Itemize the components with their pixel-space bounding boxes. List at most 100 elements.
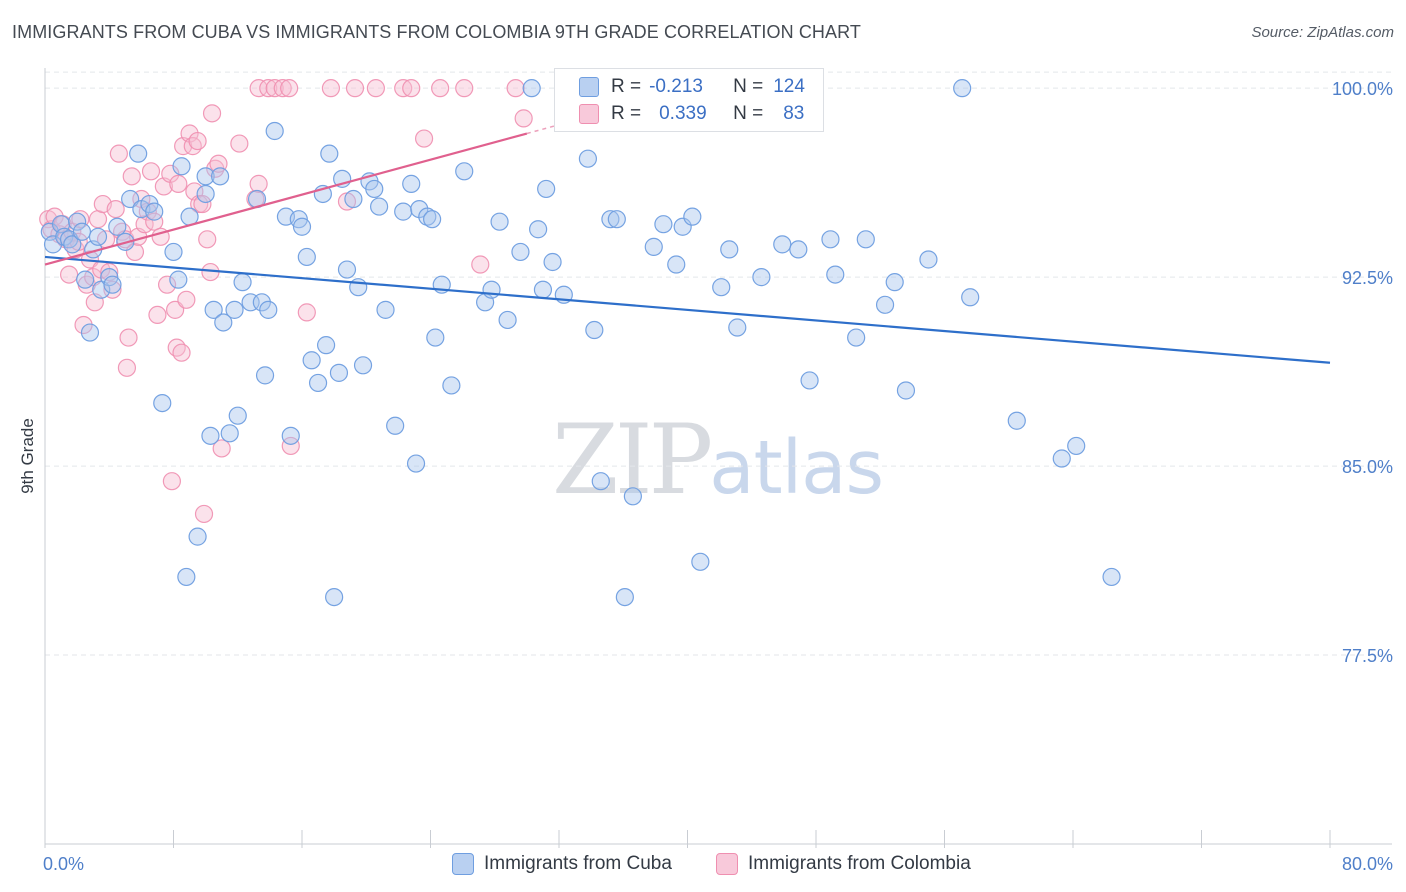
colombia-point: [280, 79, 299, 98]
cuba-point: [683, 207, 702, 226]
cuba-point: [145, 202, 164, 221]
series-cuba-points: [40, 79, 1121, 607]
cuba-point: [210, 167, 230, 186]
cuba-point: [856, 230, 875, 249]
cuba-point: [259, 300, 278, 319]
cuba-point: [353, 356, 373, 375]
legend-row-colombia: R = 0.339 N = 83: [555, 100, 804, 128]
cuba-point: [623, 487, 642, 506]
cuba-point: [233, 273, 252, 292]
legend-cuba-n: 124: [773, 76, 805, 97]
cuba-point: [265, 121, 284, 141]
colombia-point: [193, 194, 212, 214]
cuba-point: [308, 373, 328, 393]
cuba-point: [376, 300, 395, 319]
colombia-point: [194, 504, 214, 524]
bottom-legend-colombia-label: Immigrants from Colombia: [748, 853, 971, 874]
colombia-point: [297, 303, 316, 322]
trend-lines: [44, 119, 1331, 364]
cuba-point: [654, 215, 673, 234]
colombia-point: [230, 134, 249, 153]
cuba-point: [406, 454, 426, 473]
cuba-point: [961, 288, 980, 307]
legend-cuba-r: -0.213: [649, 76, 703, 97]
cuba-point: [214, 313, 233, 332]
legend-colombia-n: 83: [783, 103, 805, 124]
cuba-point: [847, 328, 866, 347]
cuba-point: [153, 393, 172, 413]
cuba-point: [1102, 567, 1121, 587]
cuba-point: [826, 265, 845, 284]
cuba-point: [821, 230, 840, 249]
colombia-point: [117, 358, 137, 377]
colombia-point: [148, 305, 167, 325]
cuba-point: [164, 242, 183, 262]
cuba-point: [537, 179, 556, 199]
cuba-point: [121, 189, 140, 209]
cuba-point: [76, 270, 95, 289]
colombia-point: [402, 79, 421, 98]
watermark-atlas: atlas: [709, 425, 884, 511]
cuba-point: [533, 280, 553, 299]
cuba-point: [426, 328, 445, 347]
cuba-point: [1067, 436, 1086, 456]
cuba-point: [108, 217, 127, 236]
colombia-point: [366, 79, 385, 98]
cuba-point: [225, 300, 244, 319]
colombia-point: [167, 338, 186, 357]
cuba-point: [752, 268, 771, 287]
legend-n-label: N =: [733, 103, 764, 124]
source-label: Source: ZipAtlas.com: [1251, 24, 1394, 41]
cuba-point: [302, 351, 321, 370]
cuba-point: [455, 162, 474, 181]
legend-r-label: R =: [611, 76, 642, 97]
legend-swatch-colombia: [579, 104, 599, 124]
cuba-point: [228, 406, 247, 425]
cuba-point: [1052, 449, 1071, 468]
cuba-point: [370, 197, 389, 216]
colombia-point: [162, 472, 181, 491]
y-axis-label: 9th Grade: [18, 418, 37, 494]
cuba-point: [329, 363, 349, 382]
legend-n-label: N =: [733, 76, 764, 97]
cuba-point: [129, 144, 148, 163]
colombia-point: [172, 343, 191, 362]
cuba-point: [720, 240, 739, 259]
cuba-point: [177, 567, 196, 587]
cuba-point: [281, 426, 300, 445]
cuba-point: [418, 207, 437, 226]
cuba-point: [169, 270, 188, 289]
cuba-point: [691, 552, 710, 571]
cuba-point: [72, 222, 92, 241]
series-colombia-points: [39, 79, 533, 524]
cuba-point: [773, 235, 792, 254]
cuba-point: [255, 366, 275, 385]
cuba-point: [875, 295, 895, 314]
cuba-point: [252, 293, 271, 312]
cuba-point: [220, 424, 239, 443]
colombia-point: [514, 109, 533, 128]
colombia-point: [74, 315, 93, 335]
bottom-legend-cuba-label: Immigrants from Cuba: [484, 853, 672, 874]
cuba-point: [789, 240, 808, 259]
axis-labels: 100.0% 92.5% 85.0% 77.5% 0.0% 80.0% 9th Grade: [18, 79, 1393, 874]
cuba-point: [172, 157, 191, 176]
cuba-point: [953, 79, 972, 98]
cuba-point: [1007, 411, 1026, 430]
chart-title: IMMIGRANTS FROM CUBA VS IMMIGRANTS FROM …: [12, 22, 862, 42]
colombia-point: [273, 79, 292, 98]
cuba-point: [188, 527, 207, 546]
cuba-point: [578, 149, 598, 168]
cuba-point: [204, 300, 223, 319]
cuba-point: [896, 381, 916, 400]
colombia-point: [249, 79, 268, 98]
bottom-swatch-cuba: [452, 853, 474, 875]
cuba-point: [103, 275, 122, 294]
colombia-point: [202, 104, 222, 123]
bottom-swatch-colombia: [716, 853, 738, 875]
cuba-point: [800, 371, 819, 390]
cuba-point: [386, 416, 405, 435]
colombia-point: [177, 290, 196, 309]
cuba-point: [667, 255, 686, 274]
